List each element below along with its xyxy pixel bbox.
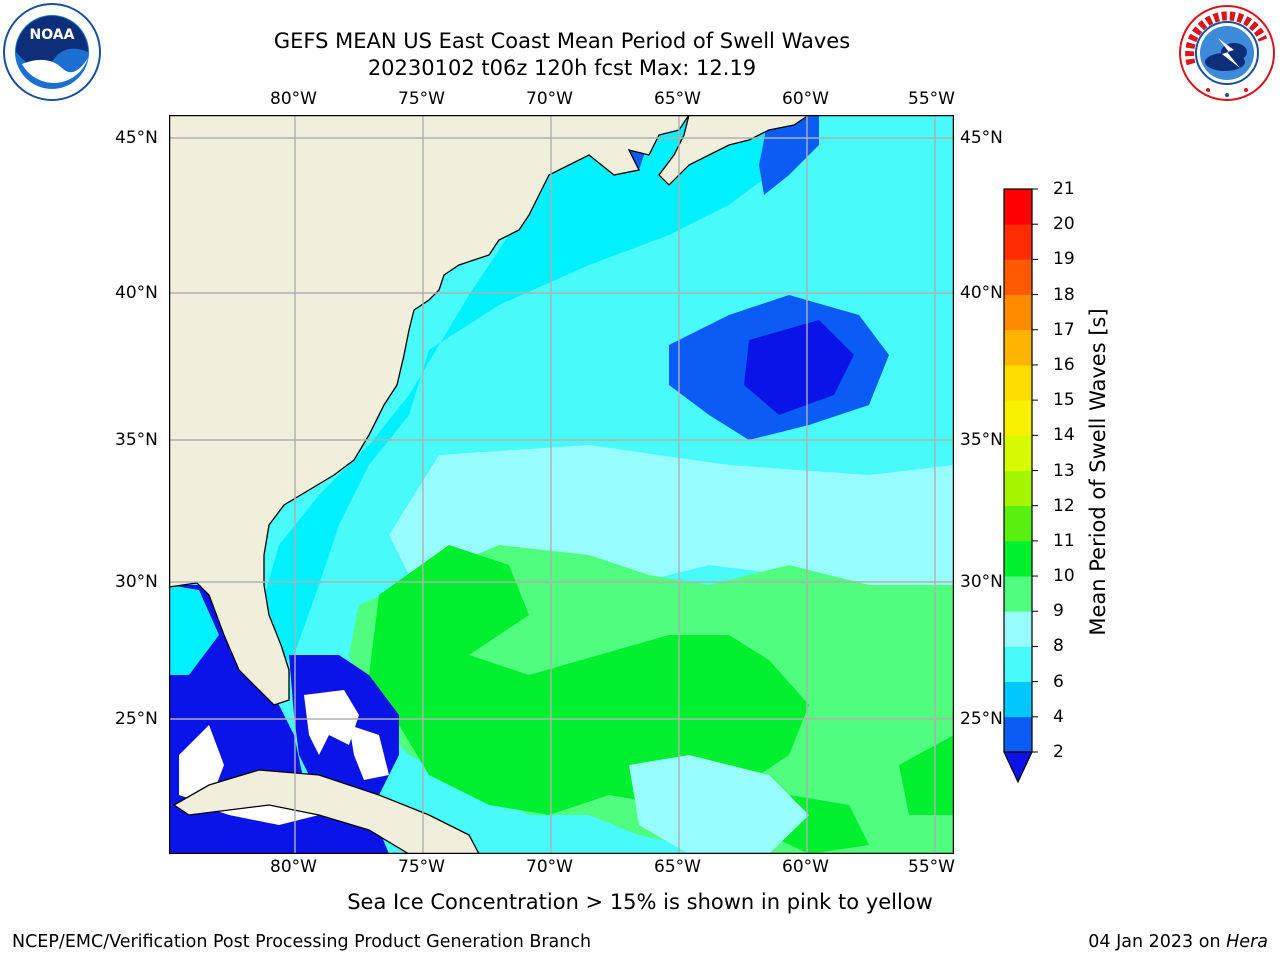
lat-tick-left-35n: 35°N [115,430,158,450]
no-data-patch [349,725,389,780]
land-cuba [172,769,480,854]
map-title: GEFS MEAN US East Coast Mean Period of S… [273,29,851,53]
colorbar-segment [1004,716,1032,753]
colorbar-tick-label: 19 [1053,249,1075,270]
credit-text: NCEP/EMC/Verification Post Processing Pr… [12,932,592,952]
colorbar-segment [1004,224,1032,260]
swell-zone-gulf-outer [169,585,219,675]
lon-tick-top-55w: 55°W [908,89,955,109]
lat-tick-right-30n: 30°N [960,572,1003,592]
lat-tick-left-45n: 45°N [115,128,158,148]
colorbar-tick-label: 12 [1053,495,1075,516]
colorbar-segment [1004,329,1032,366]
date-stamp: 04 Jan 2023 on Hera [1088,932,1268,952]
swell-zone-2-4-core [744,320,854,415]
colorbar-tick-label: 16 [1053,354,1075,375]
colorbar-tick-label: 4 [1053,706,1064,727]
lon-tick-top-65w: 65°W [654,89,701,109]
colorbar-tick-label: 11 [1053,530,1075,551]
lat-tick-left-40n: 40°N [115,283,158,303]
colorbar-segment [1004,189,1032,225]
colorbar [1003,188,1038,784]
colorbar-tick-label: 9 [1053,601,1064,622]
colorbar-tick-label: 14 [1053,425,1075,446]
colorbar-segment [1004,294,1032,331]
swell-zone-south-light [629,755,809,854]
land-us-east [169,115,690,706]
lon-tick-top-75w: 75°W [398,89,445,109]
colorbar-tick-label: 15 [1053,390,1075,411]
colorbar-tick-label: 18 [1053,284,1075,305]
colorbar-label: Mean Period of Swell Waves [s] [1086,308,1110,636]
date-text: 04 Jan 2023 on [1088,932,1221,952]
land-nova-scotia [658,115,811,186]
colorbar-segment [1004,259,1032,295]
lon-tick-top-70w: 70°W [526,89,573,109]
colorbar-extend-min [1003,751,1033,784]
lon-tick-bottom-70w: 70°W [526,857,573,877]
colorbar-segment [1004,576,1032,612]
colorbar-tick-label: 21 [1053,179,1075,199]
graticule [169,115,954,854]
lon-tick-bottom-55w: 55°W [908,857,955,877]
lon-tick-bottom-60w: 60°W [782,857,829,877]
colorbar-segment [1004,646,1032,683]
map-subtitle: 20230102 t06z 120h fcst Max: 12.19 [367,56,757,80]
colorbar-tick-label: 13 [1053,460,1075,481]
noaa-logo: NOAA [2,2,102,102]
lon-tick-top-80w: 80°W [270,89,317,109]
colorbar-segment [1004,505,1032,542]
nws-logo [1178,4,1276,102]
lon-tick-bottom-65w: 65°W [654,857,701,877]
colorbar-tick-label: 17 [1053,319,1075,340]
host-name: Hera [1226,932,1268,952]
colorbar-segment [1004,540,1032,577]
lat-tick-right-40n: 40°N [960,283,1003,303]
map-panel [169,115,954,854]
colorbar-segment [1004,681,1032,718]
noaa-logo-text: NOAA [30,27,75,43]
colorbar-segments [1004,189,1032,753]
colorbar-tick-label: 2 [1053,742,1064,762]
lat-tick-left-25n: 25°N [115,709,158,729]
colorbar-segment [1004,435,1032,471]
colorbar-segment [1004,470,1032,507]
lat-tick-left-30n: 30°N [115,572,158,592]
colorbar-tick-label: 8 [1053,636,1064,657]
colorbar-tick-label: 6 [1053,671,1064,692]
lon-tick-top-60w: 60°W [782,89,829,109]
sea-ice-note: Sea Ice Concentration > 15% is shown in … [347,890,933,914]
swell-zone-10-11 [369,545,809,815]
lon-tick-bottom-80w: 80°W [270,857,317,877]
colorbar-tick-label: 10 [1053,566,1075,587]
swell-zone-4-6-north [759,115,819,195]
lat-tick-right-25n: 25°N [960,709,1003,729]
no-data-patch [304,690,359,755]
lat-tick-right-45n: 45°N [960,128,1003,148]
colorbar-segment [1004,611,1032,647]
swell-zone-10-11-se [899,735,954,815]
lat-tick-right-35n: 35°N [960,430,1003,450]
lon-tick-bottom-75w: 75°W [398,857,445,877]
colorbar-segment [1004,400,1032,436]
colorbar-tick-label: 20 [1053,214,1075,235]
colorbar-segment [1004,364,1032,401]
